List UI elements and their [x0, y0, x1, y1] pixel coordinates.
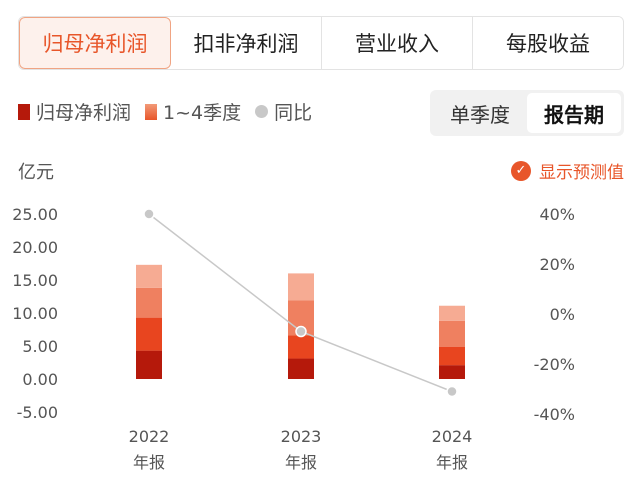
bar-segment — [288, 273, 314, 301]
y-right-tick-label: 20% — [539, 255, 575, 274]
legend-dot-icon — [255, 105, 269, 118]
legend-yoy[interactable]: 同比 — [255, 98, 312, 125]
y-left-tick-label: 20.00 — [12, 238, 58, 257]
bar-segment — [439, 305, 465, 321]
chart-legend: 归母净利润 1~4季度 同比 — [18, 98, 326, 125]
report-period-button[interactable]: 报告期 — [527, 93, 621, 133]
bar-segment — [288, 358, 314, 379]
x-tick-label-year: 2024 — [432, 427, 473, 446]
y-left-tick-label: 5.00 — [22, 337, 58, 356]
x-tick-label-type: 年报 — [436, 453, 468, 472]
y-right-tick-label: 40% — [539, 205, 575, 224]
bar-segment — [439, 365, 465, 379]
yoy-point — [143, 208, 155, 220]
forecast-toggle[interactable]: ✓ 显示预测值 — [511, 158, 624, 183]
y-right-tick-label: -20% — [534, 355, 575, 374]
tab-deducted-net-profit[interactable]: 扣非净利润 — [171, 17, 322, 69]
y-left-tick-label: 10.00 — [12, 304, 58, 323]
y-left-tick-label: 15.00 — [12, 271, 58, 290]
single-quarter-button[interactable]: 单季度 — [450, 102, 510, 127]
bar-segment — [136, 287, 162, 318]
y-right-tick-label: -40% — [534, 405, 575, 424]
bar-segment — [136, 264, 162, 288]
forecast-label: 显示预测值 — [539, 163, 624, 183]
x-tick-label-year: 2022 — [129, 427, 170, 446]
legend-swatch-dark — [18, 103, 30, 120]
y-right-tick-label: 0% — [550, 305, 575, 324]
legend-net-profit-label: 归母净利润 — [36, 102, 132, 124]
y-left-tick-label: 0.00 — [22, 370, 58, 389]
bar-segment — [136, 350, 162, 379]
legend-yoy-label: 同比 — [274, 102, 313, 124]
legend-net-profit[interactable]: 归母净利润 — [18, 98, 131, 125]
unit-label: 亿元 — [18, 162, 54, 183]
metric-tabs: 归母净利润 扣非净利润 营业收入 每股收益 — [18, 16, 624, 70]
profit-chart: 25.00 20.00 15.00 10.00 5.00 0.00 -5.00 40% 20% 0… — [12, 205, 575, 472]
bar-segment — [288, 335, 314, 359]
bar-segment — [439, 346, 465, 366]
yoy-point — [446, 385, 458, 398]
tab-revenue[interactable]: 营业收入 — [322, 17, 473, 69]
y-left-tick-label: 25.00 — [12, 205, 58, 224]
bar-segment — [439, 320, 465, 347]
legend-swatch-gradient — [145, 103, 158, 120]
x-tick-label-type: 年报 — [133, 453, 165, 472]
tab-net-profit[interactable]: 归母净利润 — [19, 17, 171, 69]
period-toggle: 单季度 报告期 — [430, 90, 624, 136]
y-left-tick-label: -5.00 — [17, 403, 58, 422]
yoy-point — [295, 325, 307, 338]
bar-segment — [136, 317, 162, 351]
x-tick-label-year: 2023 — [281, 427, 322, 446]
x-tick-label-type: 年报 — [285, 453, 317, 472]
legend-quarters[interactable]: 1~4季度 — [145, 98, 241, 125]
check-icon: ✓ — [511, 160, 531, 181]
tab-eps[interactable]: 每股收益 — [473, 17, 623, 69]
legend-quarters-label: 1~4季度 — [163, 102, 242, 124]
